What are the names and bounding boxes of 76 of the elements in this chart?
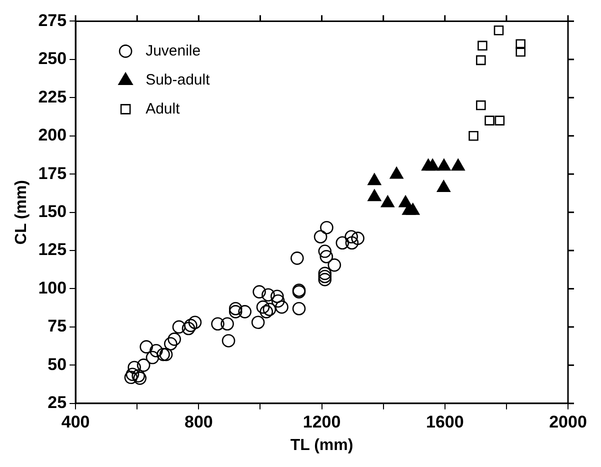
point <box>484 116 494 126</box>
point <box>328 258 342 272</box>
point <box>468 130 478 141</box>
legend-label: Juvenile <box>146 42 201 60</box>
point <box>318 272 332 286</box>
y-tick-label: 225 <box>38 87 67 106</box>
point <box>159 348 173 362</box>
point <box>318 270 332 284</box>
point <box>516 46 526 57</box>
y-tick-label: 100 <box>38 278 67 298</box>
point <box>140 340 153 354</box>
point <box>344 230 358 244</box>
x-tick-label: 1600 <box>426 412 464 432</box>
point <box>351 232 364 245</box>
point <box>476 100 486 110</box>
point <box>184 318 198 332</box>
point <box>320 250 334 264</box>
point <box>292 302 306 316</box>
point <box>260 305 274 318</box>
point <box>150 344 163 358</box>
y-tick-label: 275 <box>38 10 67 30</box>
point <box>128 360 141 374</box>
point <box>124 370 138 384</box>
legend-label: Sub-adult <box>146 71 211 88</box>
x-axis-title: TL (mm) <box>290 436 354 454</box>
point <box>318 244 332 258</box>
point <box>132 369 145 383</box>
point <box>168 332 182 346</box>
y-tick-label: 125 <box>38 240 67 260</box>
point <box>256 300 270 314</box>
point <box>222 334 236 348</box>
point <box>262 288 275 302</box>
point <box>320 220 334 234</box>
point <box>275 300 288 314</box>
y-tick-label: 200 <box>38 126 67 145</box>
y-tick-label: 25 <box>48 393 67 412</box>
point <box>516 39 526 50</box>
x-tick-label: 1200 <box>302 412 341 432</box>
point <box>476 55 486 66</box>
point <box>478 40 488 51</box>
point <box>271 294 285 308</box>
y-axis-title: CL (mm) <box>13 180 30 245</box>
point <box>318 266 332 280</box>
point <box>156 348 170 362</box>
y-tick-label: 250 <box>38 49 67 68</box>
point <box>314 230 328 244</box>
point <box>336 236 350 250</box>
point <box>252 285 266 298</box>
point <box>220 317 234 331</box>
x-tick-label: 400 <box>61 412 90 432</box>
point <box>494 116 505 126</box>
point <box>133 372 147 385</box>
legend-label: Adult <box>146 100 181 118</box>
point <box>228 302 242 316</box>
point <box>136 358 150 372</box>
point <box>228 305 242 318</box>
point <box>188 316 202 330</box>
point <box>211 317 224 331</box>
y-tick-label: 75 <box>48 316 67 336</box>
y-tick-label: 50 <box>48 354 67 374</box>
y-tick-label: 175 <box>38 164 67 183</box>
x-tick-label: 2000 <box>549 412 587 432</box>
point <box>238 305 252 318</box>
point <box>172 320 186 334</box>
point <box>126 368 140 382</box>
x-tick-label: 800 <box>184 412 213 432</box>
point <box>270 290 284 304</box>
point <box>262 302 276 316</box>
point <box>290 252 304 265</box>
point <box>146 350 160 364</box>
point <box>251 316 265 330</box>
point <box>345 236 359 250</box>
y-tick-label: 150 <box>38 202 67 221</box>
point <box>494 25 504 36</box>
point <box>182 322 196 336</box>
point <box>164 337 178 350</box>
